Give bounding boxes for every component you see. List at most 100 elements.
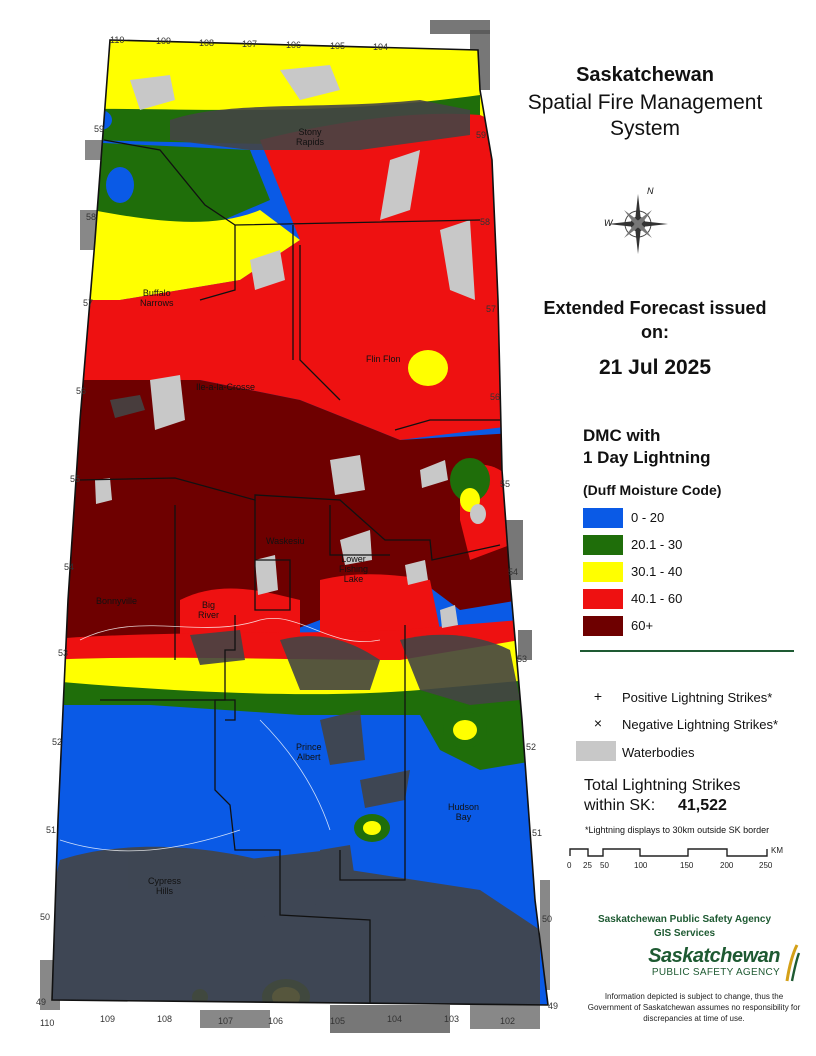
lat-tick: 54 xyxy=(64,562,75,572)
total-strikes-value: 41,522 xyxy=(678,797,727,814)
lon-tick: 108 xyxy=(157,1014,173,1024)
lat-tick: 50 xyxy=(542,914,553,924)
x-icon: × xyxy=(593,715,603,731)
legend-swatch xyxy=(583,589,623,609)
lat-tick: 59 xyxy=(476,130,487,140)
lat-tick: 57 xyxy=(486,304,497,314)
lat-tick: 56 xyxy=(490,392,501,402)
lat-tick: 53 xyxy=(58,648,69,658)
lat-tick: 51 xyxy=(532,828,543,838)
scale-label: 25 xyxy=(583,861,592,870)
lat-tick: 49 xyxy=(548,1001,559,1011)
legend-label: 20.1 - 30 xyxy=(631,537,683,552)
legend-subtitle: (Duff Moisture Code) xyxy=(583,482,722,498)
legend-swatch xyxy=(583,616,623,636)
legend-positive-lightning: + Positive Lightning Strikes* xyxy=(588,688,816,708)
place-label: Stony Rapids xyxy=(296,127,325,147)
scale-label: 250 xyxy=(759,861,773,870)
lon-tick: 110 xyxy=(110,35,125,45)
total-strikes-label: Total Lightning Strikes within SK: xyxy=(584,777,741,814)
lat-tick: 54 xyxy=(508,567,519,577)
disclaimer: Information depicted is subject to chang… xyxy=(587,992,801,1023)
legend-item-60-plus: 60+ xyxy=(583,616,793,636)
lon-tick: 104 xyxy=(373,42,389,52)
place-label: Waskesiu xyxy=(266,536,305,546)
compass-w-label: W xyxy=(604,218,613,228)
lightning-note: *Lightning displays to 30km outside SK b… xyxy=(585,825,770,835)
compass-n-label: N xyxy=(647,186,654,196)
forecast-date: 21 Jul 2025 xyxy=(598,356,712,379)
lon-tick: 107 xyxy=(218,1016,234,1026)
lon-tick: 109 xyxy=(156,36,172,46)
legend-swatch xyxy=(583,562,623,582)
scale-unit: KM xyxy=(771,846,783,855)
lon-tick: 109 xyxy=(100,1014,116,1024)
legend-symbol-label: Waterbodies xyxy=(622,745,695,760)
legend-negative-lightning: × Negative Lightning Strikes* xyxy=(588,715,816,735)
legend-waterbodies: Waterbodies xyxy=(576,741,816,763)
lat-tick: 59 xyxy=(94,124,105,134)
lat-tick: 53 xyxy=(517,654,528,664)
legend-label: 0 - 20 xyxy=(631,510,665,525)
lat-tick: 56 xyxy=(76,386,87,396)
lon-tick: 103 xyxy=(444,1014,460,1024)
place-label: Flin Flon xyxy=(366,354,401,364)
legend-item-40-60: 40.1 - 60 xyxy=(583,589,793,609)
place-label: Hudson Bay xyxy=(448,802,480,822)
map-title-region: Saskatchewan xyxy=(576,64,714,86)
place-label: Cypress Hills xyxy=(148,876,182,896)
scale-label: 100 xyxy=(634,861,648,870)
lon-tick: 107 xyxy=(242,39,258,49)
legend-item-20-30: 20.1 - 30 xyxy=(583,535,793,555)
lat-tick: 49 xyxy=(36,997,47,1007)
lon-tick: 102 xyxy=(500,1016,516,1026)
legend-symbol-label: Negative Lightning Strikes* xyxy=(622,717,779,732)
scale-label: 0 xyxy=(567,861,572,870)
wheat-logo-icon xyxy=(785,944,801,982)
legend-item-0-20: 0 - 20 xyxy=(583,508,793,528)
agency-logo-sub: PUBLIC SAFETY AGENCY xyxy=(651,967,780,978)
scale-label: 150 xyxy=(680,861,694,870)
lat-tick: 51 xyxy=(46,825,57,835)
lat-tick: 58 xyxy=(480,217,491,227)
legend-title: DMC with 1 Day Lightning xyxy=(583,426,711,467)
place-label: Big River xyxy=(198,600,220,620)
lat-tick: 52 xyxy=(52,737,63,747)
lat-tick: 55 xyxy=(500,479,511,489)
lat-tick: 52 xyxy=(526,742,537,752)
scale-label: 200 xyxy=(720,861,734,870)
legend-label: 30.1 - 40 xyxy=(631,564,683,579)
scale-bar xyxy=(569,848,768,857)
lat-tick: 50 xyxy=(40,912,51,922)
outside-lightning xyxy=(40,20,550,1033)
lon-tick: 110 xyxy=(40,1018,55,1028)
legend-label: 40.1 - 60 xyxy=(631,591,683,606)
lon-tick: 104 xyxy=(387,1014,403,1024)
lon-tick: 108 xyxy=(199,38,215,48)
agency-name: Saskatchewan Public Safety Agency GIS Se… xyxy=(597,914,772,939)
province-border xyxy=(51,39,549,1006)
place-label: Lower Fishing Lake xyxy=(339,554,369,584)
legend-divider xyxy=(580,650,794,652)
place-label: Bonnyville xyxy=(96,596,138,606)
lat-tick: 55 xyxy=(70,474,81,484)
legend-swatch xyxy=(583,508,623,528)
legend-label: 60+ xyxy=(631,618,654,633)
forecast-heading: Extended Forecast issued on: xyxy=(543,298,767,342)
lon-tick: 106 xyxy=(286,40,302,50)
lon-tick: 105 xyxy=(330,1016,346,1026)
plus-icon: + xyxy=(593,688,603,704)
lon-tick: 106 xyxy=(268,1016,284,1026)
lat-tick: 58 xyxy=(86,212,97,222)
agency-logo-name: Saskatchewan xyxy=(648,945,780,967)
compass-rose xyxy=(608,194,668,254)
lat-tick: 57 xyxy=(83,298,94,308)
dmc-raster xyxy=(52,40,548,1005)
place-label: Prince Albert xyxy=(296,742,322,762)
legend-swatch xyxy=(583,535,623,555)
map-title-system: Spatial Fire Management System xyxy=(527,91,763,140)
scale-label: 50 xyxy=(600,861,609,870)
lon-tick: 105 xyxy=(330,41,346,51)
legend-symbol-label: Positive Lightning Strikes* xyxy=(622,690,773,705)
